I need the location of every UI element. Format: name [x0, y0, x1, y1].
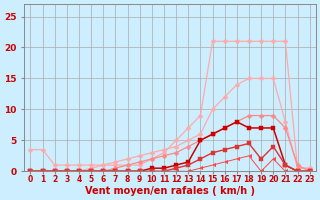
- X-axis label: Vent moyen/en rafales ( km/h ): Vent moyen/en rafales ( km/h ): [85, 186, 255, 196]
